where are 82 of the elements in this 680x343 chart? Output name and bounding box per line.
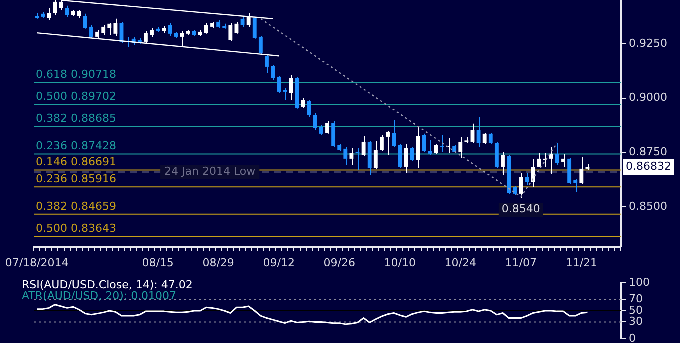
candlestick <box>428 140 432 156</box>
candlestick <box>519 172 524 199</box>
candlestick <box>307 100 312 118</box>
x-tick-label: 08/15 <box>142 256 174 270</box>
candlestick <box>494 141 499 169</box>
annotation: ATR(AUD/USD, 20): 0.01007 <box>22 289 177 302</box>
candlestick <box>283 88 288 101</box>
candlestick <box>434 143 438 154</box>
candlestick <box>374 140 378 170</box>
candlestick <box>555 142 560 166</box>
candlestick <box>549 146 554 174</box>
candlestick <box>90 24 94 39</box>
ref-line-label: 0.236 0.87428 <box>36 140 116 153</box>
candlestick <box>168 22 172 37</box>
candlestick <box>204 22 208 34</box>
candlestick <box>289 74 294 101</box>
ref-line-label: 0.382 0.88685 <box>36 112 116 126</box>
ref-line-label: 24 Jan 2014 Low <box>164 165 256 178</box>
candlestick <box>228 22 233 42</box>
candlestick <box>440 134 444 152</box>
candlestick <box>574 178 578 192</box>
candlestick <box>422 133 426 152</box>
ref-line-label: 0.236 0.85916 <box>36 172 116 186</box>
series-label: RSI(AUD/USD.Close, 14): 47.02 <box>22 278 193 292</box>
candlestick <box>404 143 408 174</box>
x-tick-label: 09/26 <box>324 256 356 270</box>
y-tick-label: 0 <box>629 332 636 343</box>
candlestick <box>65 5 70 18</box>
candlestick <box>271 64 276 81</box>
y-tick-label: 100 <box>629 276 650 289</box>
x-tick-label: 11/07 <box>505 256 537 270</box>
candlestick <box>350 148 354 166</box>
y-tick-label: 30 <box>629 315 643 328</box>
ref-line-label: 0.618 0.90718 <box>36 68 116 82</box>
candlestick <box>108 22 112 36</box>
candlestick <box>488 132 493 144</box>
candlestick <box>252 16 257 40</box>
candlestick <box>537 152 542 168</box>
text: 0.86832 <box>626 160 672 174</box>
y-tick-label: 0.9000 <box>629 91 668 104</box>
y-tick-label: 0.8500 <box>629 200 668 213</box>
candlestick <box>102 24 106 36</box>
candlestick <box>258 36 263 56</box>
candlestick <box>301 98 306 109</box>
candlestick <box>380 134 384 152</box>
x-tick-label: 08/29 <box>202 256 234 270</box>
candlestick <box>392 120 396 148</box>
candlestick <box>277 76 282 94</box>
candlestick <box>114 18 118 37</box>
x-tick-label: 07/18/2014 <box>5 256 69 270</box>
candlestick <box>476 116 481 148</box>
candlestick <box>265 54 269 74</box>
annotation: 0.8540 <box>502 202 540 216</box>
candlestick <box>362 136 366 157</box>
candlestick <box>47 8 52 21</box>
candlestick <box>525 172 530 186</box>
candlestick <box>501 151 505 176</box>
x-tick-label: 09/12 <box>263 256 295 270</box>
candlestick <box>386 130 390 156</box>
candlestick <box>83 13 88 30</box>
ref-line-label: 0.146 0.86691 <box>36 156 116 169</box>
candlestick <box>344 146 348 166</box>
y-tick-label: 50 <box>629 304 643 317</box>
x-tick-label: 11/21 <box>566 256 598 270</box>
y-tick-label: 0.8750 <box>629 145 668 158</box>
candlestick <box>580 156 584 184</box>
candlestick <box>319 124 324 136</box>
candlestick <box>53 0 58 16</box>
candlestick <box>313 112 318 131</box>
x-tick-label: 10/24 <box>444 256 476 270</box>
x-tick-label: 10/10 <box>384 256 416 270</box>
ref-line-label: 0.500 0.83643 <box>36 222 116 235</box>
candlestick <box>482 132 487 144</box>
candlestick <box>332 120 336 148</box>
candlestick <box>562 153 566 168</box>
candlestick <box>326 120 330 134</box>
ref-line-label: 0.382 0.84659 <box>36 200 116 213</box>
y-tick-label: 0.9250 <box>629 36 668 50</box>
candlestick <box>398 143 402 169</box>
candlestick <box>458 136 463 159</box>
ref-line-label: 0.500 0.89702 <box>36 90 116 104</box>
y-tick-label: 70 <box>629 292 643 306</box>
